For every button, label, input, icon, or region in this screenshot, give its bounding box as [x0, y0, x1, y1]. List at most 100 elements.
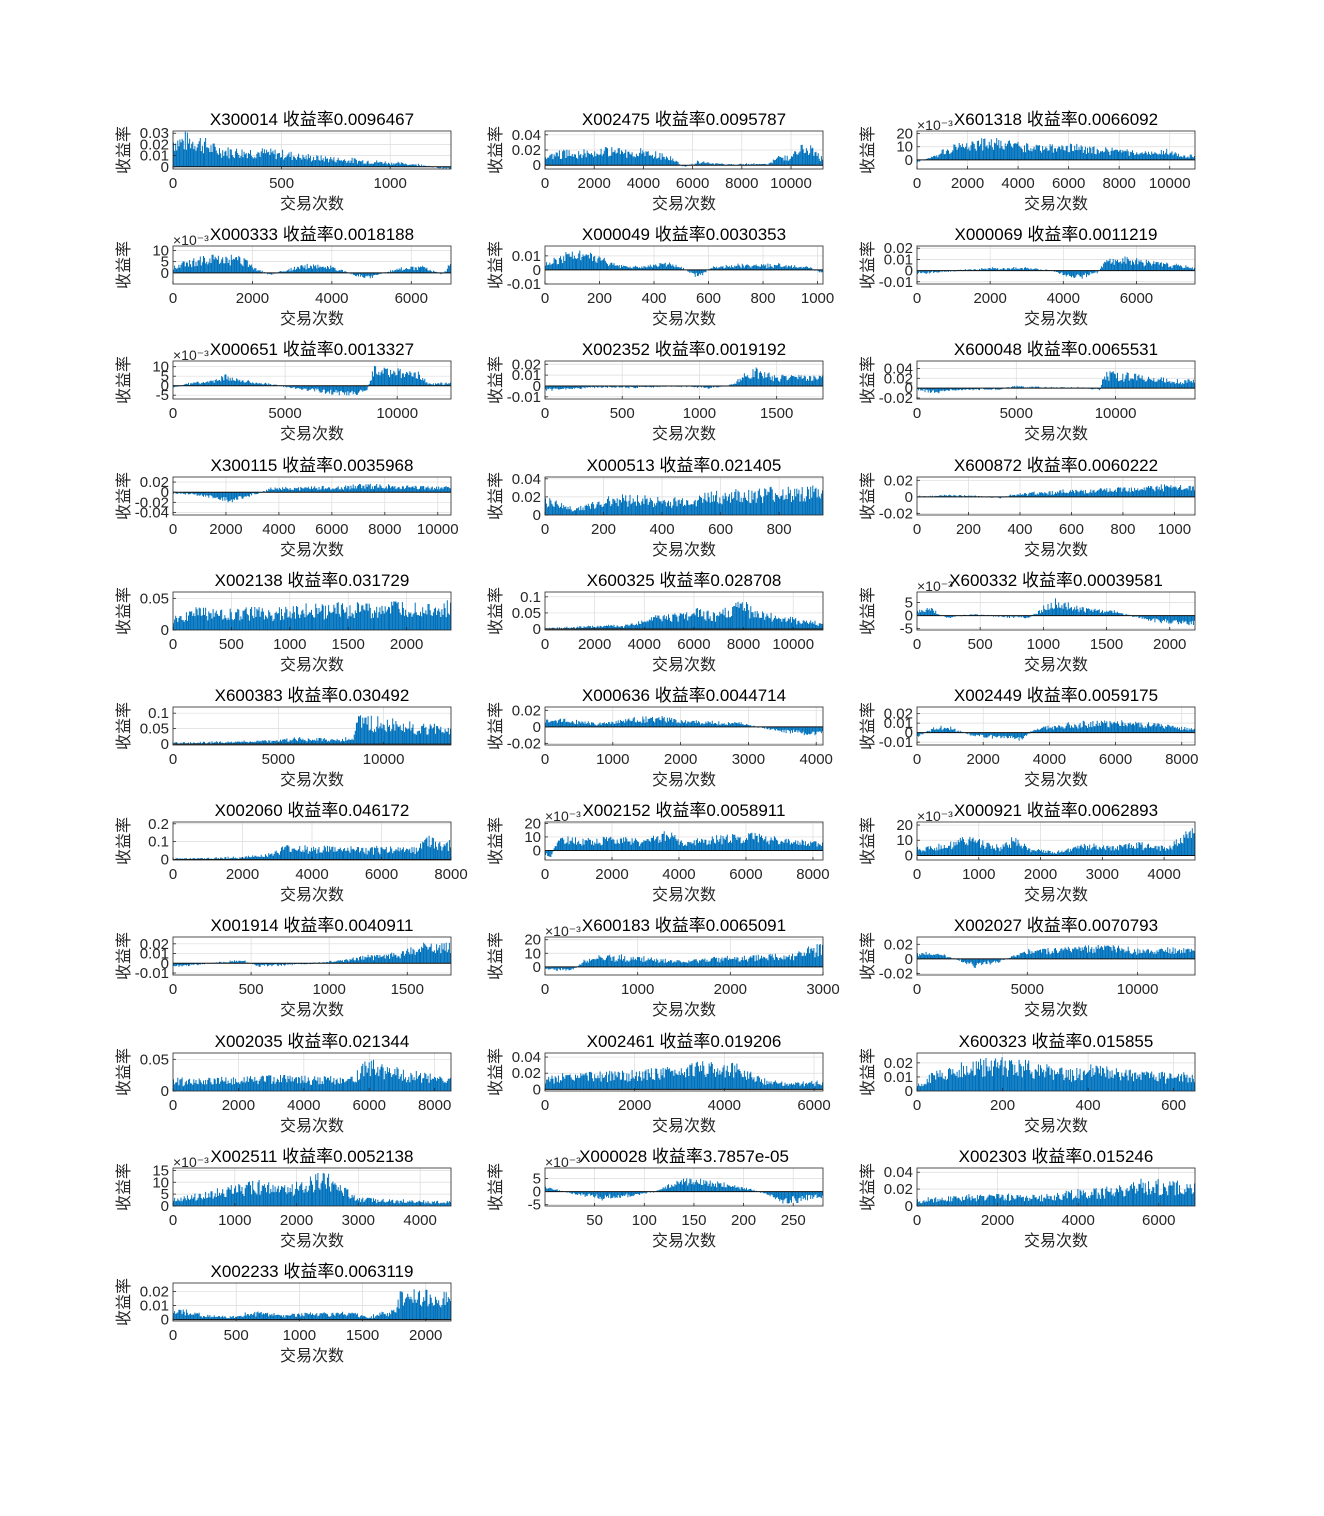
x-axis-label: 交易次数	[1024, 886, 1088, 904]
x-tick-label: 100	[632, 1212, 657, 1229]
y-tick-label: 0.02	[884, 936, 913, 953]
subplot-19: 0 2000 4000 6000 8000 00.10.2 X002060 收益率0.046…	[115, 801, 468, 904]
y-tick-label: 0	[161, 484, 169, 501]
x-axis-label: 交易次数	[280, 771, 344, 789]
x-axis-label: 交易次数	[280, 310, 344, 328]
x-tick-label: 2000	[1153, 636, 1186, 653]
y-axis-label: 收益率	[487, 702, 505, 750]
subplot-title: X002027 收益率0.0070793	[954, 916, 1158, 935]
y-tick-label: 0	[161, 378, 169, 395]
y-tick-label: -0.02	[135, 494, 169, 511]
axes-box	[172, 591, 452, 631]
y-tick-label: 0	[533, 262, 541, 279]
x-tick-label: 3000	[806, 981, 839, 998]
y-tick-label: 0.1	[148, 834, 169, 851]
x-tick-label: 5000	[1000, 405, 1033, 422]
y-tick-label: -5	[156, 387, 169, 404]
x-tick-label: 2000	[973, 290, 1006, 307]
y-tick-label: 0	[533, 843, 541, 860]
y-tick-label: 0.03	[140, 125, 169, 142]
y-tick-label: 0.02	[884, 240, 913, 257]
y-tick-label: 0.02	[884, 370, 913, 387]
subplot-title: X002138 收益率0.031729	[215, 571, 410, 590]
axes-box	[172, 936, 452, 976]
y-exponent-label: ×10⁻³	[917, 578, 953, 594]
y-tick-label: 0.04	[884, 360, 913, 377]
subplot-title: X001914 收益率0.0040911	[211, 916, 414, 935]
x-tick-label: 0	[169, 636, 177, 653]
x-tick-label: 10000	[770, 175, 812, 192]
bar-marks	[917, 138, 1195, 163]
x-tick-label: 4000	[1147, 866, 1180, 883]
y-axis-label: 收益率	[859, 1048, 877, 1096]
y-tick-label: 0.02	[512, 356, 541, 373]
y-axis-label: 收益率	[115, 702, 133, 750]
y-tick-label: 0.01	[140, 148, 169, 165]
plot-area	[545, 937, 823, 975]
y-tick-label: 0	[905, 608, 913, 625]
x-axis-label: 交易次数	[652, 195, 716, 213]
x-tick-label: 1000	[683, 405, 716, 422]
y-axis-label: 收益率	[115, 1163, 133, 1211]
y-tick-label: 0	[905, 263, 913, 280]
x-tick-label: 1000	[374, 175, 407, 192]
y-axis-label: 收益率	[859, 472, 877, 520]
y-axis-label: 收益率	[115, 126, 133, 174]
y-tick-label: -0.01	[507, 389, 541, 406]
x-tick-label: 1000	[801, 290, 834, 307]
x-tick-label: 0	[541, 866, 549, 883]
x-tick-label: 6000	[1052, 175, 1085, 192]
x-tick-label: 4000	[1047, 290, 1080, 307]
x-tick-label: 2000	[951, 175, 984, 192]
x-axis-label: 交易次数	[280, 425, 344, 443]
y-axis-label: 收益率	[859, 587, 877, 635]
axes-box	[544, 360, 824, 400]
x-tick-label: 4000	[800, 751, 833, 768]
x-axis-label: 交易次数	[1024, 1001, 1088, 1019]
y-exponent-label: ×10⁻³	[545, 1154, 581, 1170]
x-tick-label: 1000	[273, 636, 306, 653]
subplot-25: 0 2000 4000 6000 8000 0 0.05 X002035 收益率0.02134…	[115, 1032, 452, 1135]
x-tick-label: 0	[913, 981, 921, 998]
y-tick-label: 0.01	[512, 248, 541, 265]
x-tick-label: 0	[913, 1212, 921, 1229]
x-tick-label: 200	[956, 521, 981, 538]
x-axis-label: 交易次数	[280, 1001, 344, 1019]
x-tick-label: 0	[913, 866, 921, 883]
y-tick-label: 0.02	[884, 472, 913, 489]
x-tick-label: 1500	[332, 636, 365, 653]
x-tick-label: 3000	[1086, 866, 1119, 883]
x-tick-label: 1000	[283, 1327, 316, 1344]
axes-box	[172, 1052, 452, 1092]
x-tick-label: 1000	[596, 751, 629, 768]
y-tick-label: 0.04	[512, 1049, 541, 1066]
x-tick-label: 5000	[1011, 981, 1044, 998]
bar-marks	[173, 1289, 451, 1320]
x-tick-label: 4000	[627, 175, 660, 192]
bar-marks	[545, 250, 823, 277]
y-tick-label: 0.01	[884, 715, 913, 732]
subplot-title: X000513 收益率0.021405	[587, 456, 782, 475]
x-tick-label: 8000	[796, 866, 829, 883]
x-tick-label: 6000	[395, 290, 428, 307]
x-tick-label: 6000	[365, 866, 398, 883]
y-tick-label: 0.1	[148, 705, 169, 722]
x-tick-label: 10000	[376, 405, 418, 422]
subplot-title: X600332 收益率0.00039581	[949, 571, 1163, 590]
subplot-title: X600872 收益率0.0060222	[954, 456, 1158, 475]
subplot-11: 0 200 400 600 800 00.020.04 X000513 收益率0.02140…	[487, 456, 824, 559]
x-tick-label: 2000	[664, 751, 697, 768]
x-tick-label: 50	[586, 1212, 603, 1229]
bar-series	[173, 600, 451, 630]
subplot-title: X601318 收益率0.0066092	[954, 110, 1158, 129]
y-axis-label: 收益率	[487, 241, 505, 289]
y-axis-label: 收益率	[859, 817, 877, 865]
subplot-1: 0 500 1000 00.010.020.03 X300014 收益率0.009646…	[115, 110, 452, 213]
y-tick-label: -0.01	[135, 965, 169, 982]
x-axis-label: 交易次数	[280, 541, 344, 559]
y-tick-label: 0.02	[512, 1065, 541, 1082]
y-axis-label: 收益率	[115, 817, 133, 865]
x-tick-label: 2000	[967, 751, 1000, 768]
